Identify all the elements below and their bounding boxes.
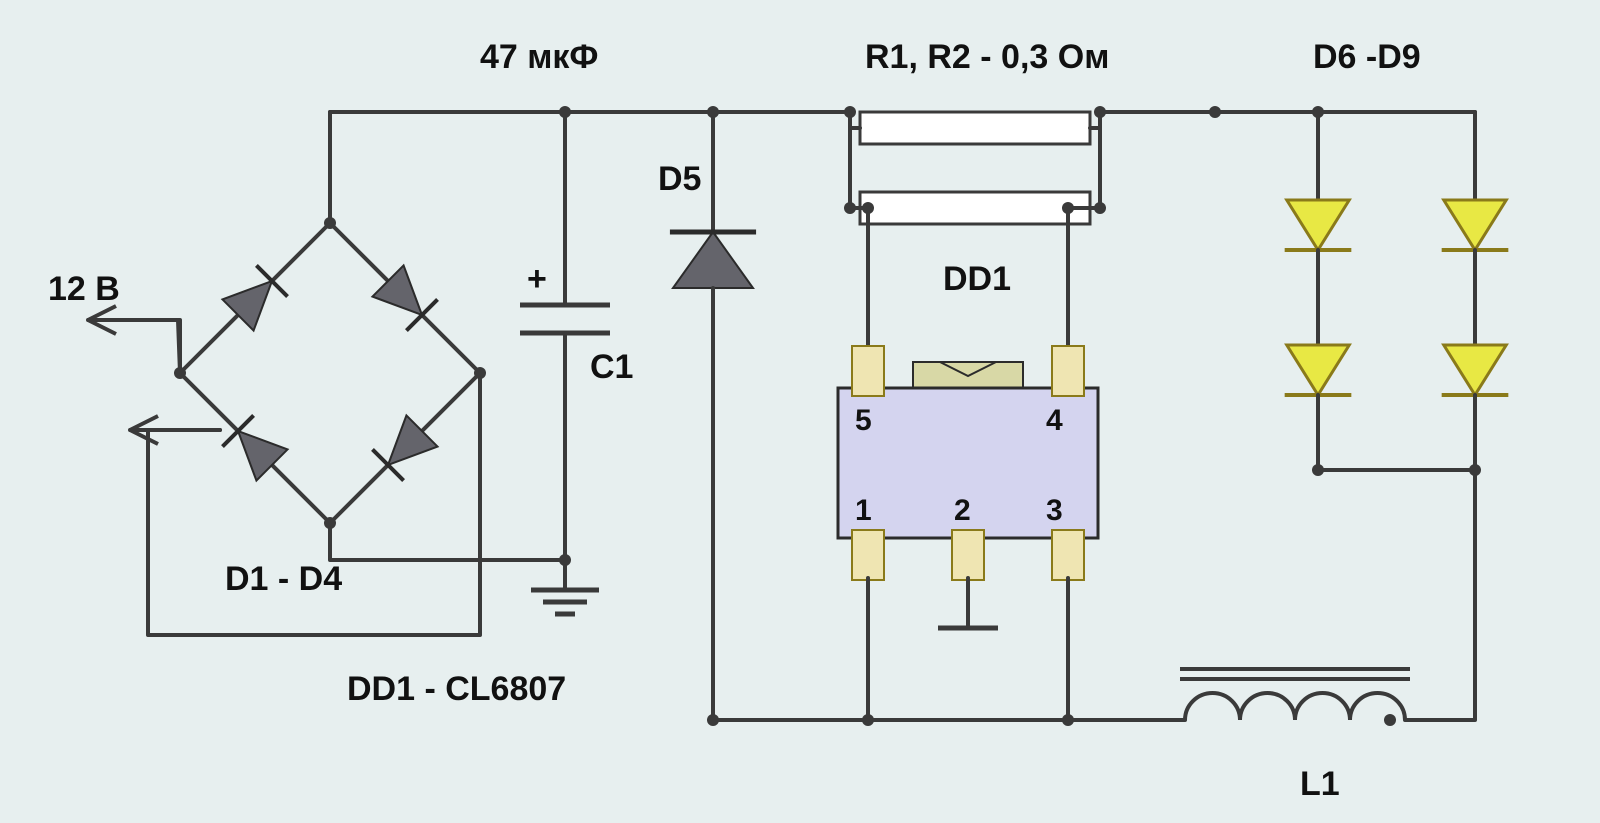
label: D5: [658, 160, 701, 198]
ic-pin: [852, 346, 884, 396]
resistor: [860, 192, 1090, 224]
inductor-l1: [1185, 693, 1405, 720]
diode-d5: [673, 232, 753, 288]
wire: [1405, 470, 1475, 720]
wire: [330, 523, 565, 560]
junction-node: [1384, 714, 1396, 726]
label: C1: [590, 348, 633, 386]
label: DD1 - CL6807: [347, 670, 566, 708]
wire: [330, 112, 565, 223]
ic-pin: [1052, 530, 1084, 580]
label: 4: [1046, 404, 1063, 437]
wire: [180, 223, 480, 523]
label: 12 В: [48, 270, 120, 308]
label: R1, R2 - 0,3 Ом: [865, 38, 1109, 76]
label: +: [527, 260, 547, 298]
label: 5: [855, 404, 872, 437]
label: DD1: [943, 260, 1011, 298]
led-icon: [1444, 345, 1507, 395]
led-icon: [1444, 200, 1507, 250]
label: L1: [1300, 765, 1340, 803]
ic-pin: [952, 530, 984, 580]
label: 3: [1046, 494, 1063, 527]
junction-node: [1469, 464, 1481, 476]
label: 1: [855, 494, 872, 527]
led-icon: [1287, 200, 1350, 250]
junction-node: [1209, 106, 1221, 118]
resistor: [860, 112, 1090, 144]
label: D1 - D4: [225, 560, 342, 598]
junction-node: [1062, 202, 1074, 214]
wire: [178, 320, 180, 373]
ic-pin: [852, 530, 884, 580]
label: 47 мкФ: [480, 38, 598, 76]
led-icon: [1287, 345, 1350, 395]
label: D6 -D9: [1313, 38, 1421, 76]
ic-pin: [1052, 346, 1084, 396]
label: 2: [954, 494, 971, 527]
junction-node: [1312, 464, 1324, 476]
schematic-canvas: 12 В D1 - D4 47 мкФ C1 + D5 R1, R2 - 0,3 Ом DD1…: [0, 0, 1600, 823]
